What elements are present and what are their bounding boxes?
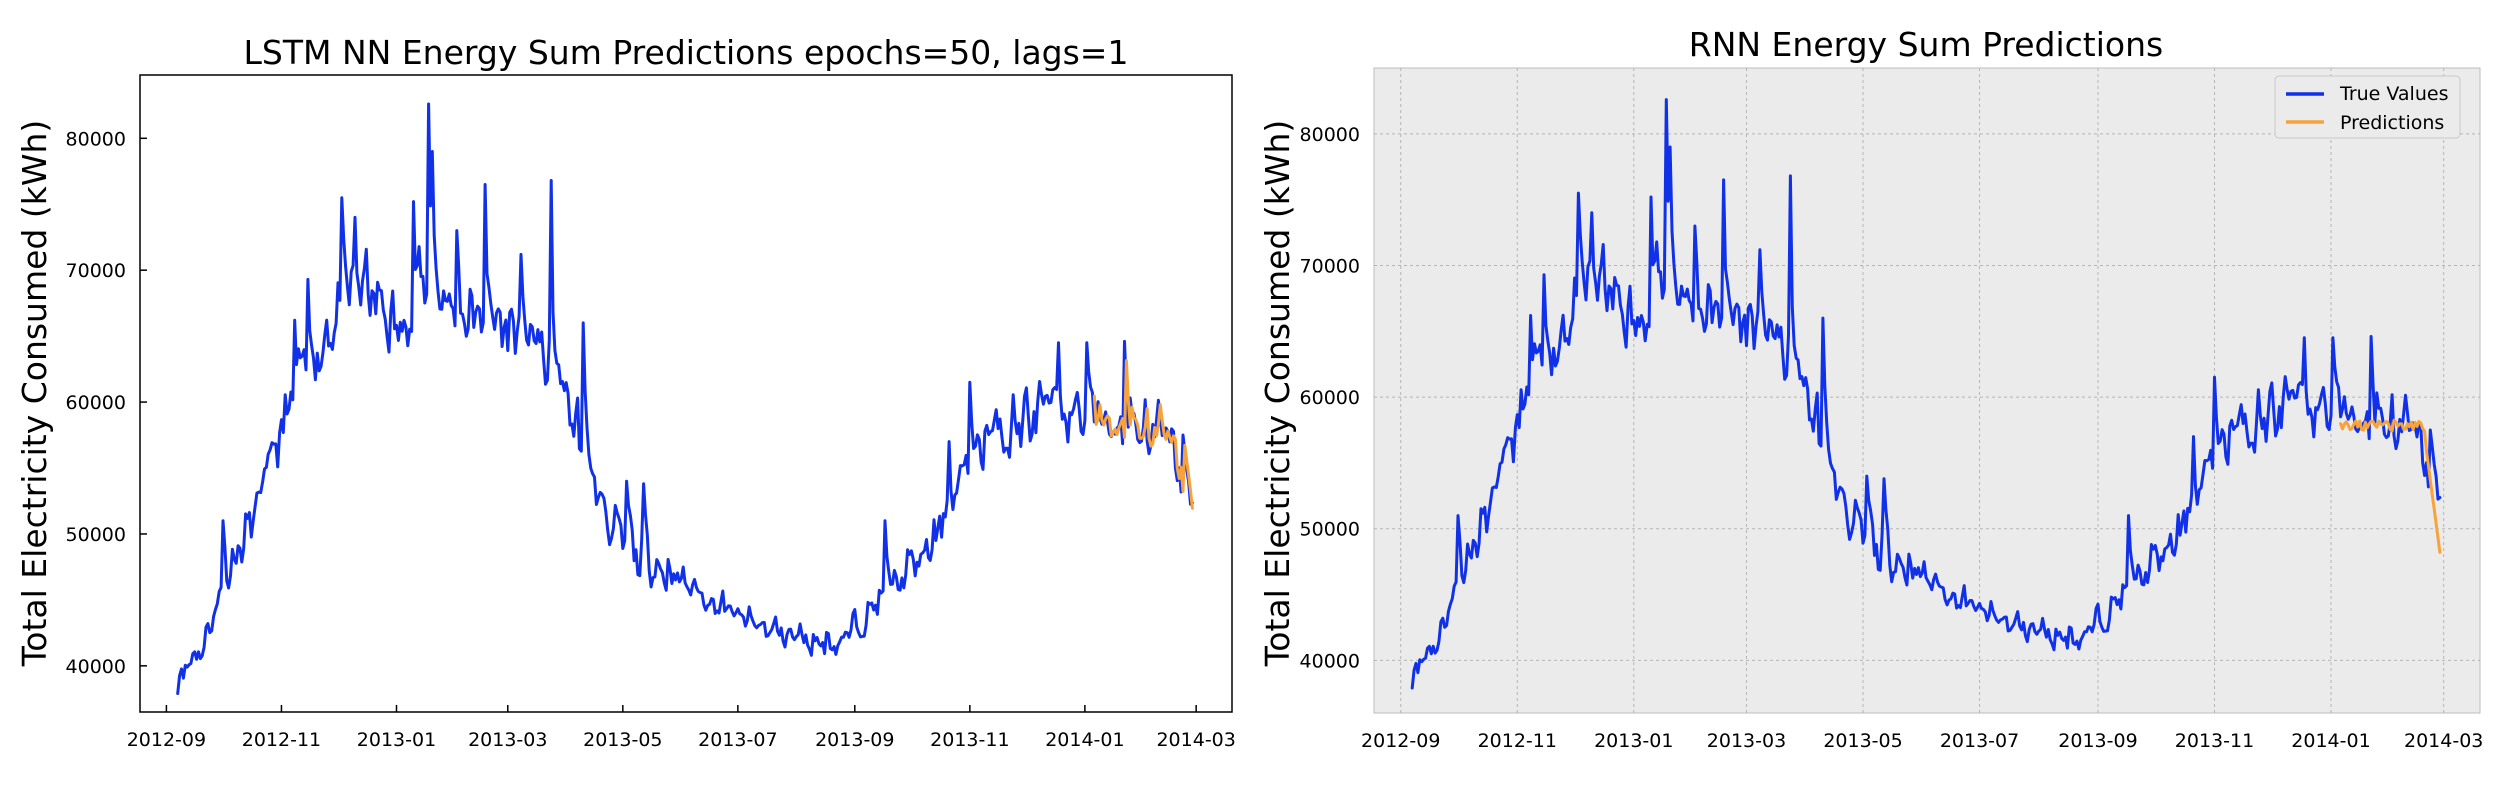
rnn-chart: 2012-09 2012-11 2013-01 2013-03 2013-05 2013-… (1258, 25, 2483, 752)
lstm-chart: 2012-09 2012-11 2013-01 2013-03 2013-05 2013-… (15, 33, 1236, 751)
lstm-ytick-label: 80000 (66, 128, 126, 150)
rnn-ytick-label: 80000 (1300, 124, 1360, 146)
rnn-xtick-label: 2013-09 (2058, 730, 2137, 752)
lstm-xtick-label: 2012-09 (127, 729, 206, 751)
lstm-ytick-label: 40000 (66, 656, 126, 678)
legend-label-predictions: Predictions (2340, 112, 2444, 134)
rnn-ytick-label: 40000 (1300, 650, 1360, 672)
lstm-xtick-label: 2013-09 (815, 729, 894, 751)
lstm-ytick-label: 70000 (66, 260, 126, 282)
lstm-series-actual-line (176, 102, 1194, 695)
rnn-plot-area (1373, 67, 2481, 714)
lstm-title: LSTM NN Energy Sum Predictions epochs=50… (244, 33, 1129, 72)
legend-label-true-values: True Values (2339, 83, 2448, 105)
lstm-xtick-label: 2013-11 (930, 729, 1009, 751)
lstm-ylabel: Total Electricity Consumed (kWh) (15, 120, 54, 668)
rnn-xtick-label: 2014-03 (2404, 730, 2483, 752)
rnn-title: RNN Energy Sum Predictions (1689, 25, 2163, 64)
rnn-xtick-label: 2013-05 (1823, 730, 1902, 752)
rnn-xtick-label: 2012-11 (1478, 730, 1557, 752)
lstm-xtick-label: 2014-03 (1156, 729, 1235, 751)
rnn-ylabel: Total Electricity Consumed (kWh) (1258, 120, 1297, 668)
rnn-xtick-label: 2013-01 (1594, 730, 1673, 752)
rnn-xtick-label: 2014-01 (2291, 730, 2370, 752)
lstm-xtick-label: 2013-05 (583, 729, 662, 751)
rnn-series-predicted-line (2339, 418, 2442, 554)
lstm-plot-area (139, 74, 1233, 713)
rnn-ytick-label: 50000 (1300, 519, 1360, 541)
lstm-ytick-label: 50000 (66, 524, 126, 546)
rnn-xtick-label: 2012-09 (1361, 730, 1440, 752)
rnn-xtick-label: 2013-07 (1940, 730, 2019, 752)
lstm-xtick-label: 2013-01 (357, 729, 436, 751)
rnn-series-actual-line (1410, 98, 2442, 690)
lstm-xtick-label: 2012-11 (242, 729, 321, 751)
rnn-legend: True Values Predictions (2274, 75, 2461, 139)
rnn-ytick-label: 60000 (1300, 387, 1360, 409)
lstm-xtick-label: 2014-01 (1045, 729, 1124, 751)
rnn-xtick-label: 2013-11 (2175, 730, 2254, 752)
lstm-ytick-label: 60000 (66, 392, 126, 414)
lstm-xtick-label: 2013-07 (698, 729, 777, 751)
lstm-series-predicted-line (1092, 359, 1194, 510)
rnn-ytick-label: 70000 (1300, 255, 1360, 277)
lstm-xtick-label: 2013-03 (468, 729, 547, 751)
rnn-xtick-label: 2013-03 (1707, 730, 1786, 752)
